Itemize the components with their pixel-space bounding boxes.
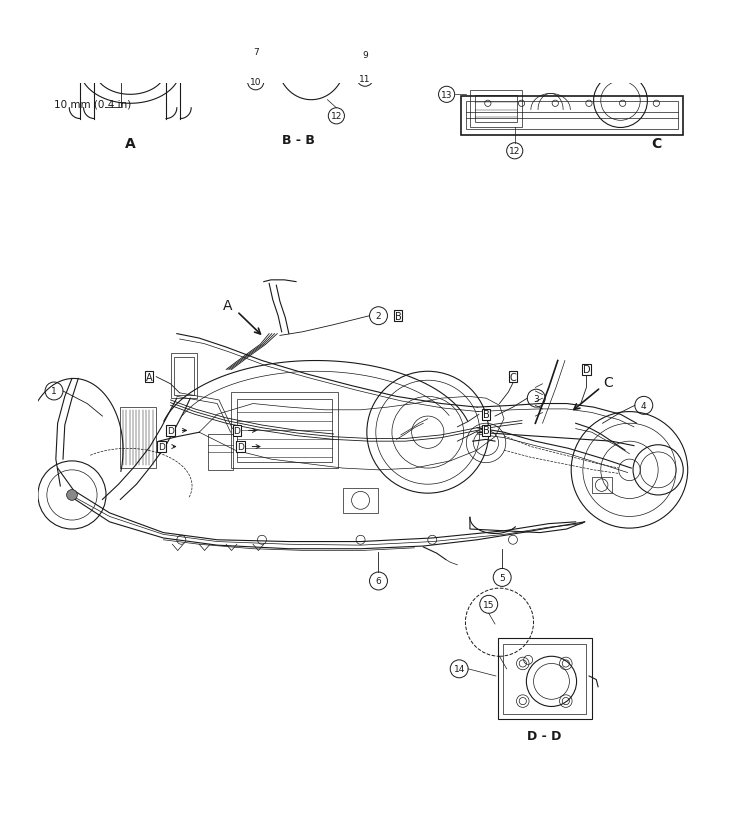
Ellipse shape: [299, 52, 331, 78]
Bar: [307, 15, 316, 25]
Circle shape: [309, 52, 317, 61]
Text: D: D: [233, 427, 240, 436]
Bar: [237, 400, 332, 462]
Circle shape: [315, 58, 323, 66]
Circle shape: [303, 58, 311, 66]
Text: 14: 14: [453, 664, 465, 673]
Text: 10: 10: [250, 78, 262, 87]
Bar: [592, 477, 612, 494]
Text: 2: 2: [376, 312, 382, 321]
Bar: [503, 644, 586, 714]
Circle shape: [313, 66, 321, 75]
Bar: [109, 66, 152, 74]
Text: D: D: [583, 365, 590, 375]
Text: C: C: [651, 137, 662, 151]
Text: 6: 6: [376, 577, 382, 586]
Circle shape: [306, 66, 314, 75]
Bar: [343, 488, 379, 514]
Text: B: B: [395, 311, 401, 321]
Bar: [466, 102, 678, 130]
Bar: [114, 63, 146, 77]
Text: 12: 12: [509, 147, 520, 156]
Text: C: C: [510, 372, 516, 382]
Text: 3: 3: [534, 394, 539, 403]
Text: D - D: D - D: [527, 729, 561, 742]
Text: 11: 11: [360, 75, 371, 84]
Circle shape: [67, 490, 77, 500]
Text: D: D: [158, 442, 165, 451]
Circle shape: [309, 61, 317, 70]
Bar: [170, 354, 197, 399]
Text: 12: 12: [330, 112, 342, 121]
Text: C: C: [603, 376, 613, 390]
Bar: [230, 392, 338, 468]
Text: 5: 5: [499, 573, 505, 582]
Text: 7: 7: [253, 48, 259, 57]
Text: D: D: [237, 442, 244, 451]
Text: 15: 15: [483, 600, 494, 609]
Text: 13: 13: [441, 91, 452, 100]
Text: A: A: [125, 137, 136, 151]
Bar: [208, 434, 233, 470]
Text: A: A: [145, 372, 152, 382]
Text: 1: 1: [51, 387, 57, 396]
Text: B: B: [482, 410, 490, 420]
Bar: [461, 97, 683, 135]
Bar: [498, 639, 592, 719]
Bar: [174, 357, 194, 395]
Text: D: D: [167, 427, 174, 436]
Text: 10 mm (0.4 in): 10 mm (0.4 in): [54, 99, 132, 109]
Bar: [470, 91, 522, 129]
Text: B - B: B - B: [282, 133, 315, 147]
Bar: [475, 96, 517, 123]
Bar: [121, 408, 156, 468]
Text: B: B: [482, 426, 490, 436]
Text: A: A: [223, 299, 232, 313]
Text: 9: 9: [362, 52, 368, 61]
Text: 4: 4: [641, 401, 647, 410]
